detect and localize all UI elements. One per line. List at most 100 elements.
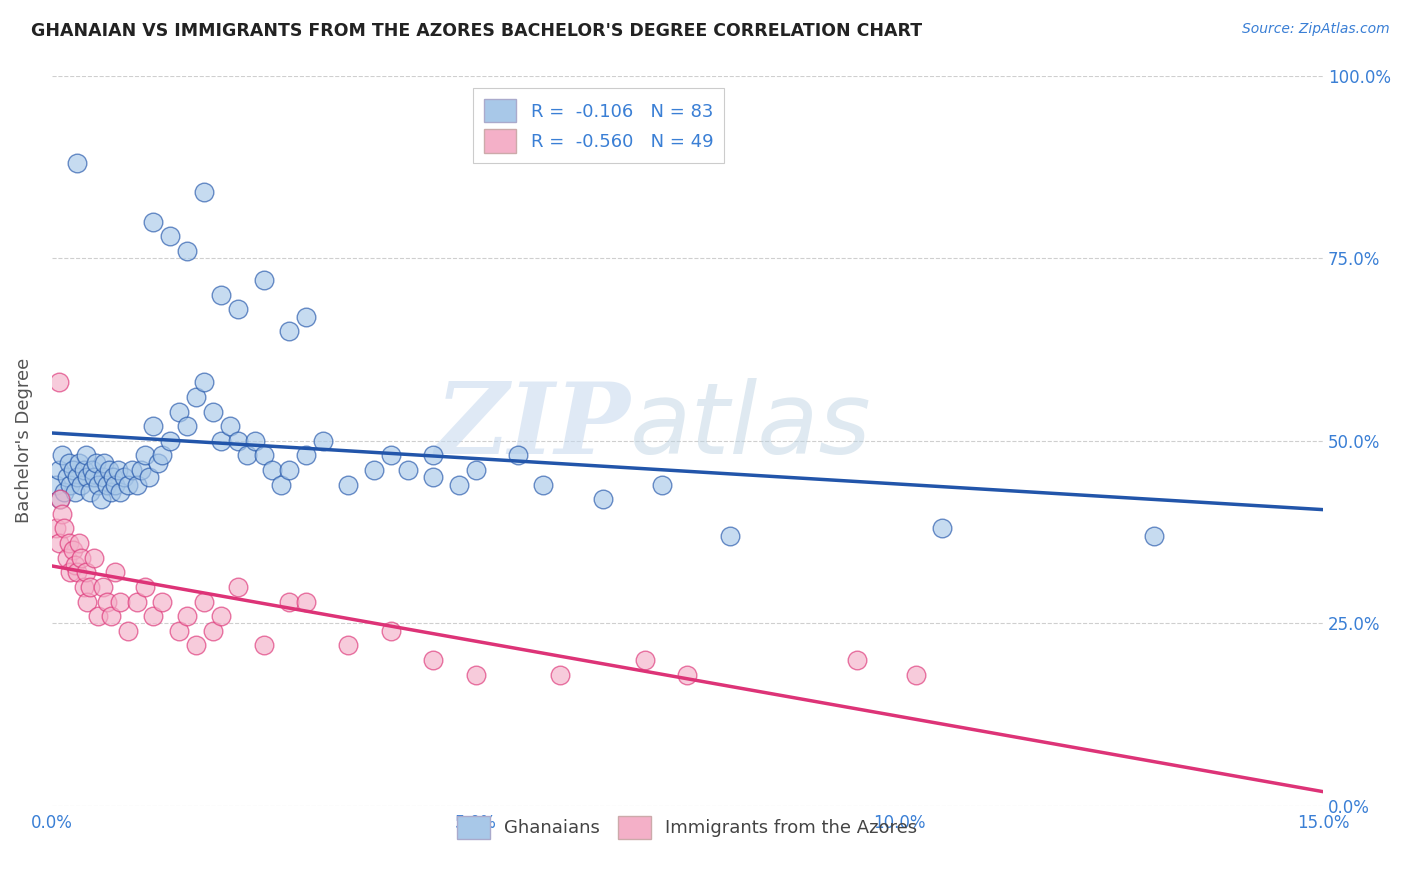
Point xyxy=(422,449,444,463)
Point xyxy=(337,477,360,491)
Point xyxy=(73,463,96,477)
Point xyxy=(79,580,101,594)
Point xyxy=(100,484,122,499)
Point xyxy=(98,463,121,477)
Point xyxy=(48,376,70,390)
Point xyxy=(66,156,89,170)
Point xyxy=(209,609,232,624)
Point xyxy=(253,638,276,652)
Point xyxy=(226,580,249,594)
Point xyxy=(159,229,181,244)
Point xyxy=(90,492,112,507)
Point xyxy=(337,638,360,652)
Point xyxy=(142,214,165,228)
Point xyxy=(87,609,110,624)
Point xyxy=(49,492,72,507)
Point xyxy=(138,470,160,484)
Point xyxy=(676,667,699,681)
Point xyxy=(167,624,190,638)
Point xyxy=(592,492,614,507)
Point xyxy=(193,186,215,200)
Point xyxy=(134,580,156,594)
Point xyxy=(134,449,156,463)
Point xyxy=(58,456,80,470)
Point xyxy=(396,463,419,477)
Point xyxy=(931,521,953,535)
Point xyxy=(209,287,232,301)
Point xyxy=(278,463,301,477)
Point xyxy=(83,550,105,565)
Point xyxy=(295,449,318,463)
Point xyxy=(59,477,82,491)
Point xyxy=(117,624,139,638)
Point xyxy=(846,653,869,667)
Point xyxy=(142,419,165,434)
Point xyxy=(62,463,84,477)
Point xyxy=(73,580,96,594)
Point xyxy=(422,653,444,667)
Point xyxy=(1142,529,1164,543)
Point xyxy=(45,477,67,491)
Point xyxy=(270,477,292,491)
Point xyxy=(363,463,385,477)
Point xyxy=(56,470,79,484)
Point xyxy=(100,609,122,624)
Point xyxy=(70,550,93,565)
Point xyxy=(104,477,127,491)
Point xyxy=(58,536,80,550)
Point xyxy=(66,470,89,484)
Text: Source: ZipAtlas.com: Source: ZipAtlas.com xyxy=(1241,22,1389,37)
Point xyxy=(184,390,207,404)
Point xyxy=(380,624,402,638)
Point xyxy=(176,609,198,624)
Point xyxy=(447,477,470,491)
Point xyxy=(295,594,318,608)
Point xyxy=(75,449,97,463)
Point xyxy=(201,404,224,418)
Point xyxy=(108,594,131,608)
Point xyxy=(112,470,135,484)
Point xyxy=(51,449,73,463)
Point xyxy=(550,667,572,681)
Point xyxy=(48,536,70,550)
Point xyxy=(91,470,114,484)
Point xyxy=(312,434,335,448)
Point xyxy=(91,580,114,594)
Point xyxy=(125,477,148,491)
Point xyxy=(380,449,402,463)
Point xyxy=(49,492,72,507)
Point xyxy=(243,434,266,448)
Y-axis label: Bachelor's Degree: Bachelor's Degree xyxy=(15,359,32,524)
Point xyxy=(93,456,115,470)
Point xyxy=(176,419,198,434)
Point xyxy=(76,594,98,608)
Point xyxy=(464,667,486,681)
Point xyxy=(96,594,118,608)
Point xyxy=(96,477,118,491)
Point xyxy=(201,624,224,638)
Point xyxy=(146,456,169,470)
Point xyxy=(62,543,84,558)
Point xyxy=(253,449,276,463)
Point xyxy=(262,463,284,477)
Point xyxy=(150,594,173,608)
Point xyxy=(167,404,190,418)
Point xyxy=(56,550,79,565)
Point xyxy=(235,449,257,463)
Point xyxy=(87,477,110,491)
Point xyxy=(209,434,232,448)
Point xyxy=(295,310,318,324)
Point xyxy=(59,566,82,580)
Point xyxy=(531,477,554,491)
Point xyxy=(84,456,107,470)
Point xyxy=(83,470,105,484)
Point xyxy=(117,477,139,491)
Point xyxy=(108,484,131,499)
Point xyxy=(142,609,165,624)
Point xyxy=(278,594,301,608)
Point xyxy=(53,521,76,535)
Point xyxy=(150,449,173,463)
Point xyxy=(70,477,93,491)
Point xyxy=(82,463,104,477)
Point xyxy=(65,484,87,499)
